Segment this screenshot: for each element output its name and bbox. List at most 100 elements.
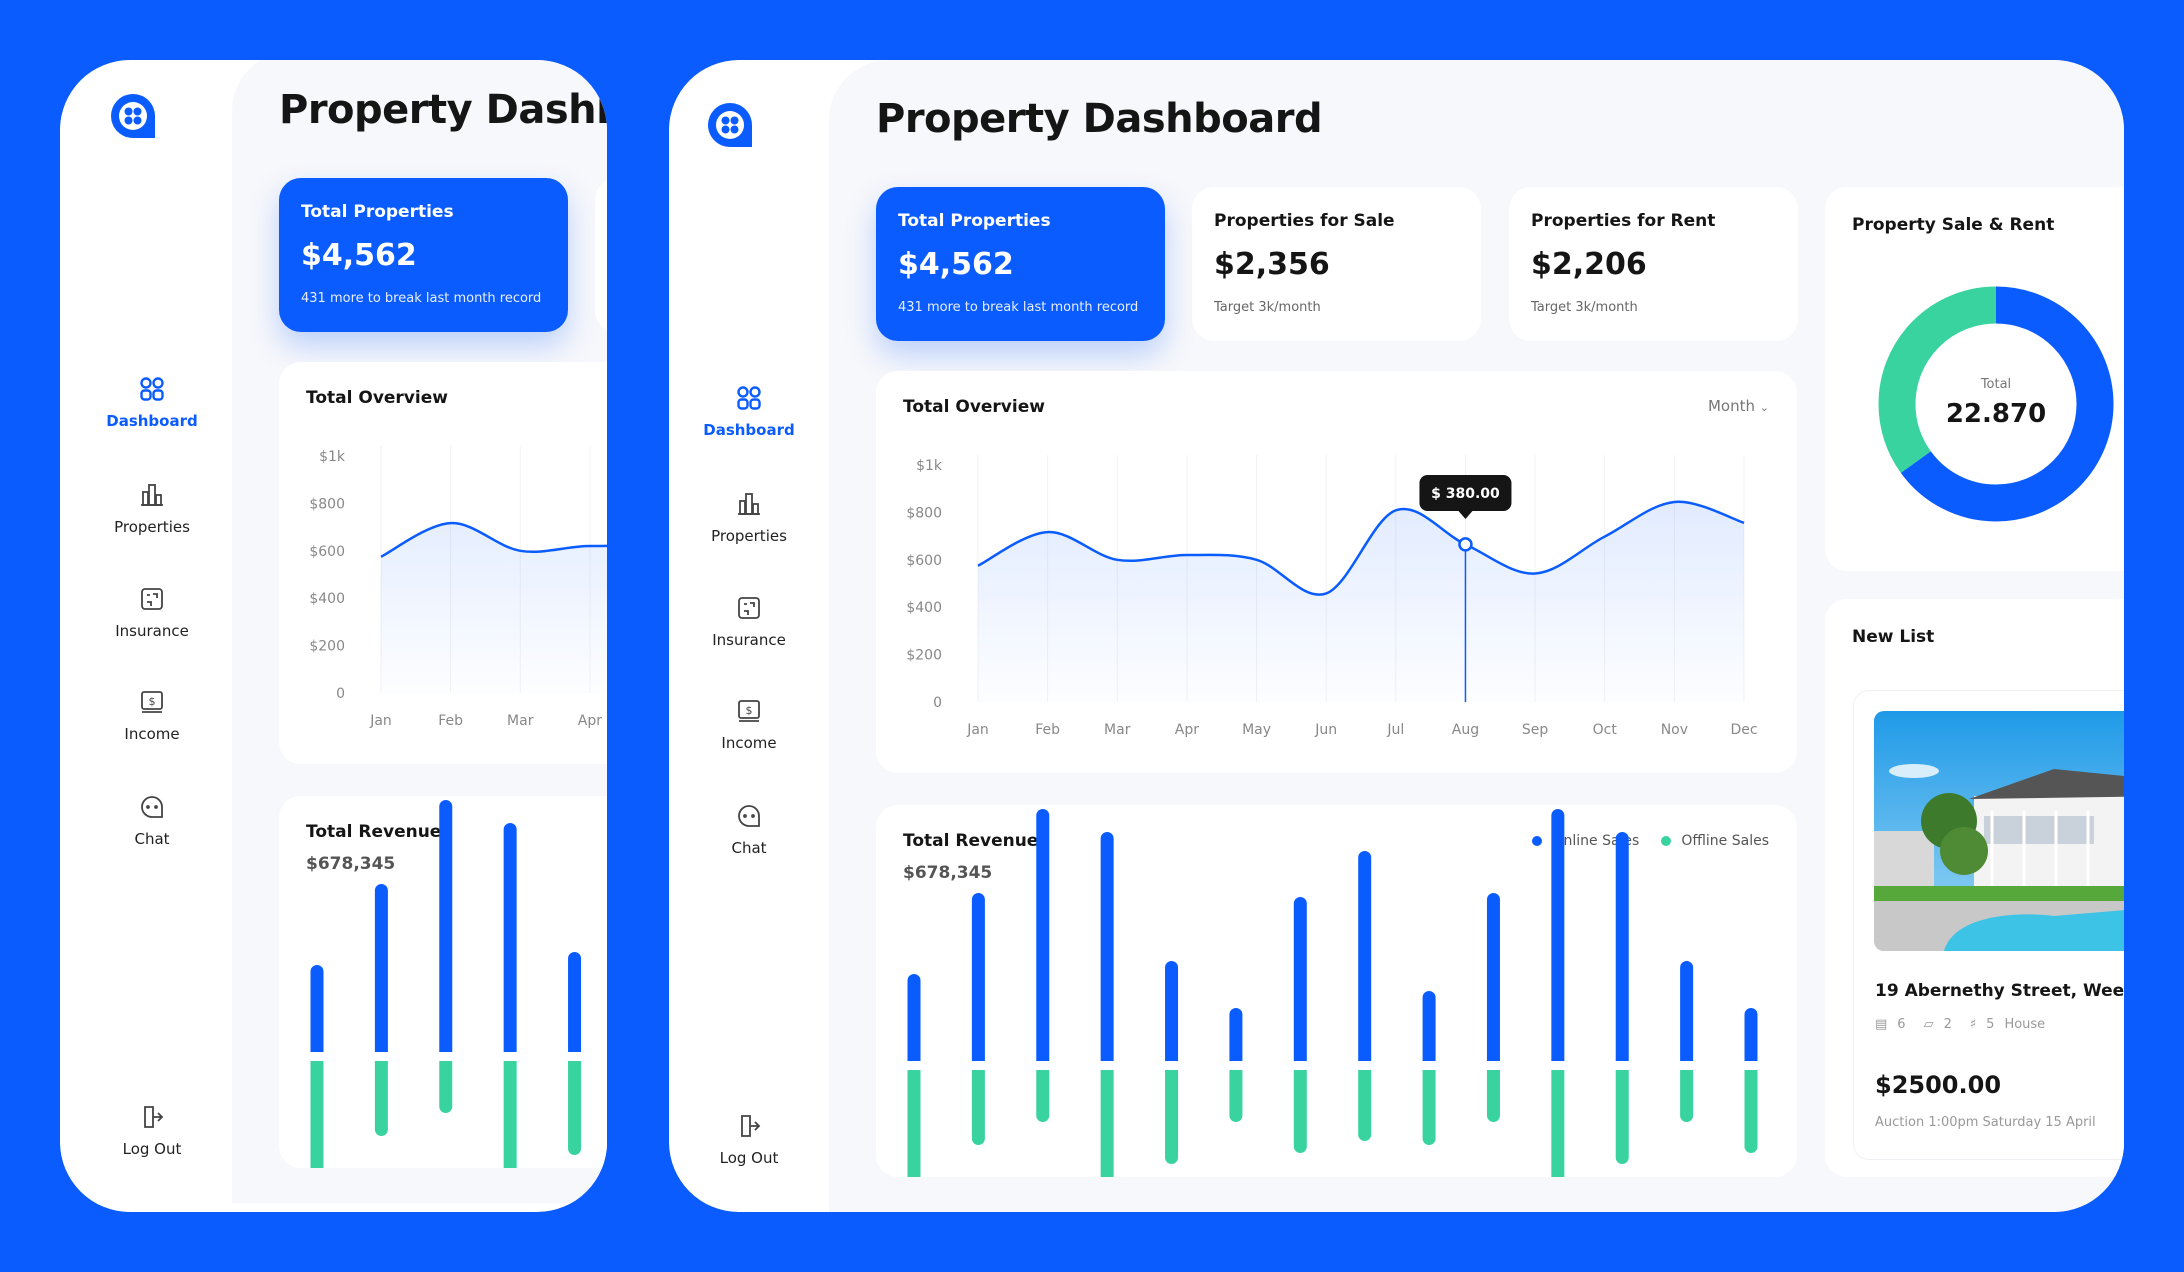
y-tick-label: $400: [906, 600, 942, 616]
bed-icon: ▤: [1875, 1017, 1888, 1032]
sidebar-item-label: Income: [124, 725, 180, 743]
property-listing[interactable]: 19 Abernethy Street, Weetangera ▤ 6 ▱ 2 ♯ 5…: [1853, 690, 2124, 1160]
auction-info: Auction 1:00pm Saturday 15 April: [1875, 1115, 2096, 1130]
sidebar-item-label: Properties: [711, 527, 787, 545]
overview-title: Total Overview: [306, 388, 448, 408]
bar-offline: [568, 1061, 582, 1155]
donut-card: Property Sale & Rent Total 22.870: [1825, 187, 2124, 571]
bar-online: [1422, 991, 1436, 1061]
bar-online: [1100, 832, 1114, 1061]
bar-online: [503, 823, 517, 1052]
sidebar-item-chat[interactable]: Chat: [669, 803, 829, 857]
bar-offline: [1036, 1070, 1050, 1122]
dashboard: Dashboard Properties Insurance $ Income …: [669, 60, 2124, 1212]
data-point: [1458, 537, 1473, 552]
bar-offline: [310, 1061, 324, 1168]
stat-value: $4,562: [898, 247, 1014, 282]
bar-online: [1551, 809, 1565, 1061]
bar-offline: [1100, 1070, 1114, 1177]
sidebar-item-properties[interactable]: Properties: [669, 491, 829, 545]
x-tick-label: Feb: [1035, 722, 1060, 738]
property-type: House: [2004, 1017, 2046, 1032]
sidebar-item-income[interactable]: $ Income: [72, 689, 232, 743]
stat-card-total-properties[interactable]: Total Properties $4,562 431 more to brea…: [876, 187, 1165, 341]
stat-card-sale[interactable]: Properties for Sale $2,356 Target 3k/mon…: [1192, 187, 1481, 341]
logout-label: Log Out: [122, 1140, 182, 1158]
x-tick-label: Feb: [438, 713, 463, 729]
building-icon: [141, 484, 163, 506]
stat-value: $2,356: [1214, 247, 1330, 282]
bar-offline: [971, 1070, 985, 1145]
logout-icon: [741, 1115, 761, 1137]
bar-online: [1744, 1008, 1758, 1061]
logout-button[interactable]: Log Out: [72, 1104, 232, 1158]
tooltip-arrow: [1458, 511, 1473, 519]
property-address[interactable]: 19 Abernethy Street, Weetangera: [1875, 981, 2124, 1001]
y-tick-label: $400: [309, 591, 345, 607]
bar-offline: [1486, 1070, 1500, 1122]
bar-offline: [1422, 1070, 1436, 1145]
tooltip-value: $ 380.00: [1431, 486, 1500, 502]
y-tick-label: 0: [933, 695, 942, 711]
bar-online: [568, 952, 582, 1052]
beds-count: 6: [1897, 1017, 1906, 1032]
area-fill: [978, 501, 1744, 702]
stat-card-total-properties[interactable]: Total Properties $4,562 431 more to brea…: [279, 178, 568, 332]
document-icon: [738, 597, 760, 619]
sidebar-item-chat[interactable]: Chat: [72, 794, 232, 848]
chat-icon: [738, 805, 760, 827]
stat-subtext: 431 more to break last month record: [301, 291, 542, 306]
stat-value: $4,562: [301, 238, 417, 273]
new-list-title: New List: [1852, 627, 1935, 647]
grid-icon: [737, 386, 761, 410]
property-price: $2500.00: [1875, 1071, 2002, 1099]
sidebar-item-dashboard[interactable]: Dashboard: [669, 385, 829, 439]
series-line: [380, 521, 607, 558]
bar-online: [1615, 832, 1629, 1061]
bar-offline: [374, 1061, 388, 1136]
property-photo: [1874, 711, 2124, 951]
logout-button[interactable]: Log Out: [669, 1113, 829, 1167]
stat-card-sale[interactable]: Properties for Sale $2,356 Target 3k/mon…: [595, 178, 607, 332]
dashboard-preview: Dashboard Properties Insurance $ Income …: [72, 60, 607, 1203]
logo-icon: [708, 103, 752, 147]
period-dropdown[interactable]: Month ⌄: [1708, 397, 1769, 415]
sidebar-item-label: Chat: [731, 839, 767, 857]
grid-icon: [140, 377, 164, 401]
y-tick-label: $200: [309, 639, 345, 655]
area-fill: [381, 523, 607, 693]
bar-online: [1229, 1008, 1243, 1061]
sidebar-item-properties[interactable]: Properties: [72, 482, 232, 536]
sidebar-item-dashboard[interactable]: Dashboard: [72, 376, 232, 430]
stat-card-rent[interactable]: Properties for Rent $2,206 Target 3k/mon…: [1509, 187, 1798, 341]
bar-offline: [1551, 1070, 1565, 1177]
x-tick-label: Mar: [507, 713, 534, 729]
stat-label: Properties for Rent: [1531, 211, 1716, 231]
x-tick-label: Sep: [1522, 722, 1549, 738]
page-title: Property Dashboard: [279, 87, 607, 133]
chevron-down-icon: ⌄: [1759, 401, 1769, 414]
bar-online: [1036, 809, 1050, 1061]
tooltip: [1419, 475, 1512, 511]
dashboard-window: Dashboard Properties Insurance $ Income …: [669, 60, 2124, 1212]
new-list-card: New List 19 Abernethy Street, Weetangera…: [1825, 599, 2124, 1177]
bar-online: [971, 893, 985, 1061]
bar-online: [907, 974, 921, 1061]
bar-offline: [1615, 1070, 1629, 1164]
stat-subtext: 431 more to break last month record: [898, 300, 1139, 315]
parking-count: 5: [1986, 1017, 1995, 1032]
svg-text:$: $: [149, 695, 156, 708]
sidebar-item-insurance[interactable]: Insurance: [72, 586, 232, 640]
dollar-icon: $: [738, 700, 760, 722]
bar-offline: [1293, 1070, 1307, 1153]
revenue-title: Total Revenue: [903, 831, 1039, 851]
sidebar-item-insurance[interactable]: Insurance: [669, 595, 829, 649]
sidebar-item-income[interactable]: $ Income: [669, 698, 829, 752]
x-tick-label: Jan: [966, 722, 989, 738]
bar-offline: [1680, 1070, 1694, 1122]
bar-online: [1680, 961, 1694, 1061]
dollar-icon: $: [141, 691, 163, 713]
bar-online: [439, 800, 453, 1052]
overview-card: Total Overview Month ⌄ Jan Feb Mar Apr May Ju…: [876, 371, 1797, 773]
y-tick-label: $1k: [916, 458, 943, 474]
